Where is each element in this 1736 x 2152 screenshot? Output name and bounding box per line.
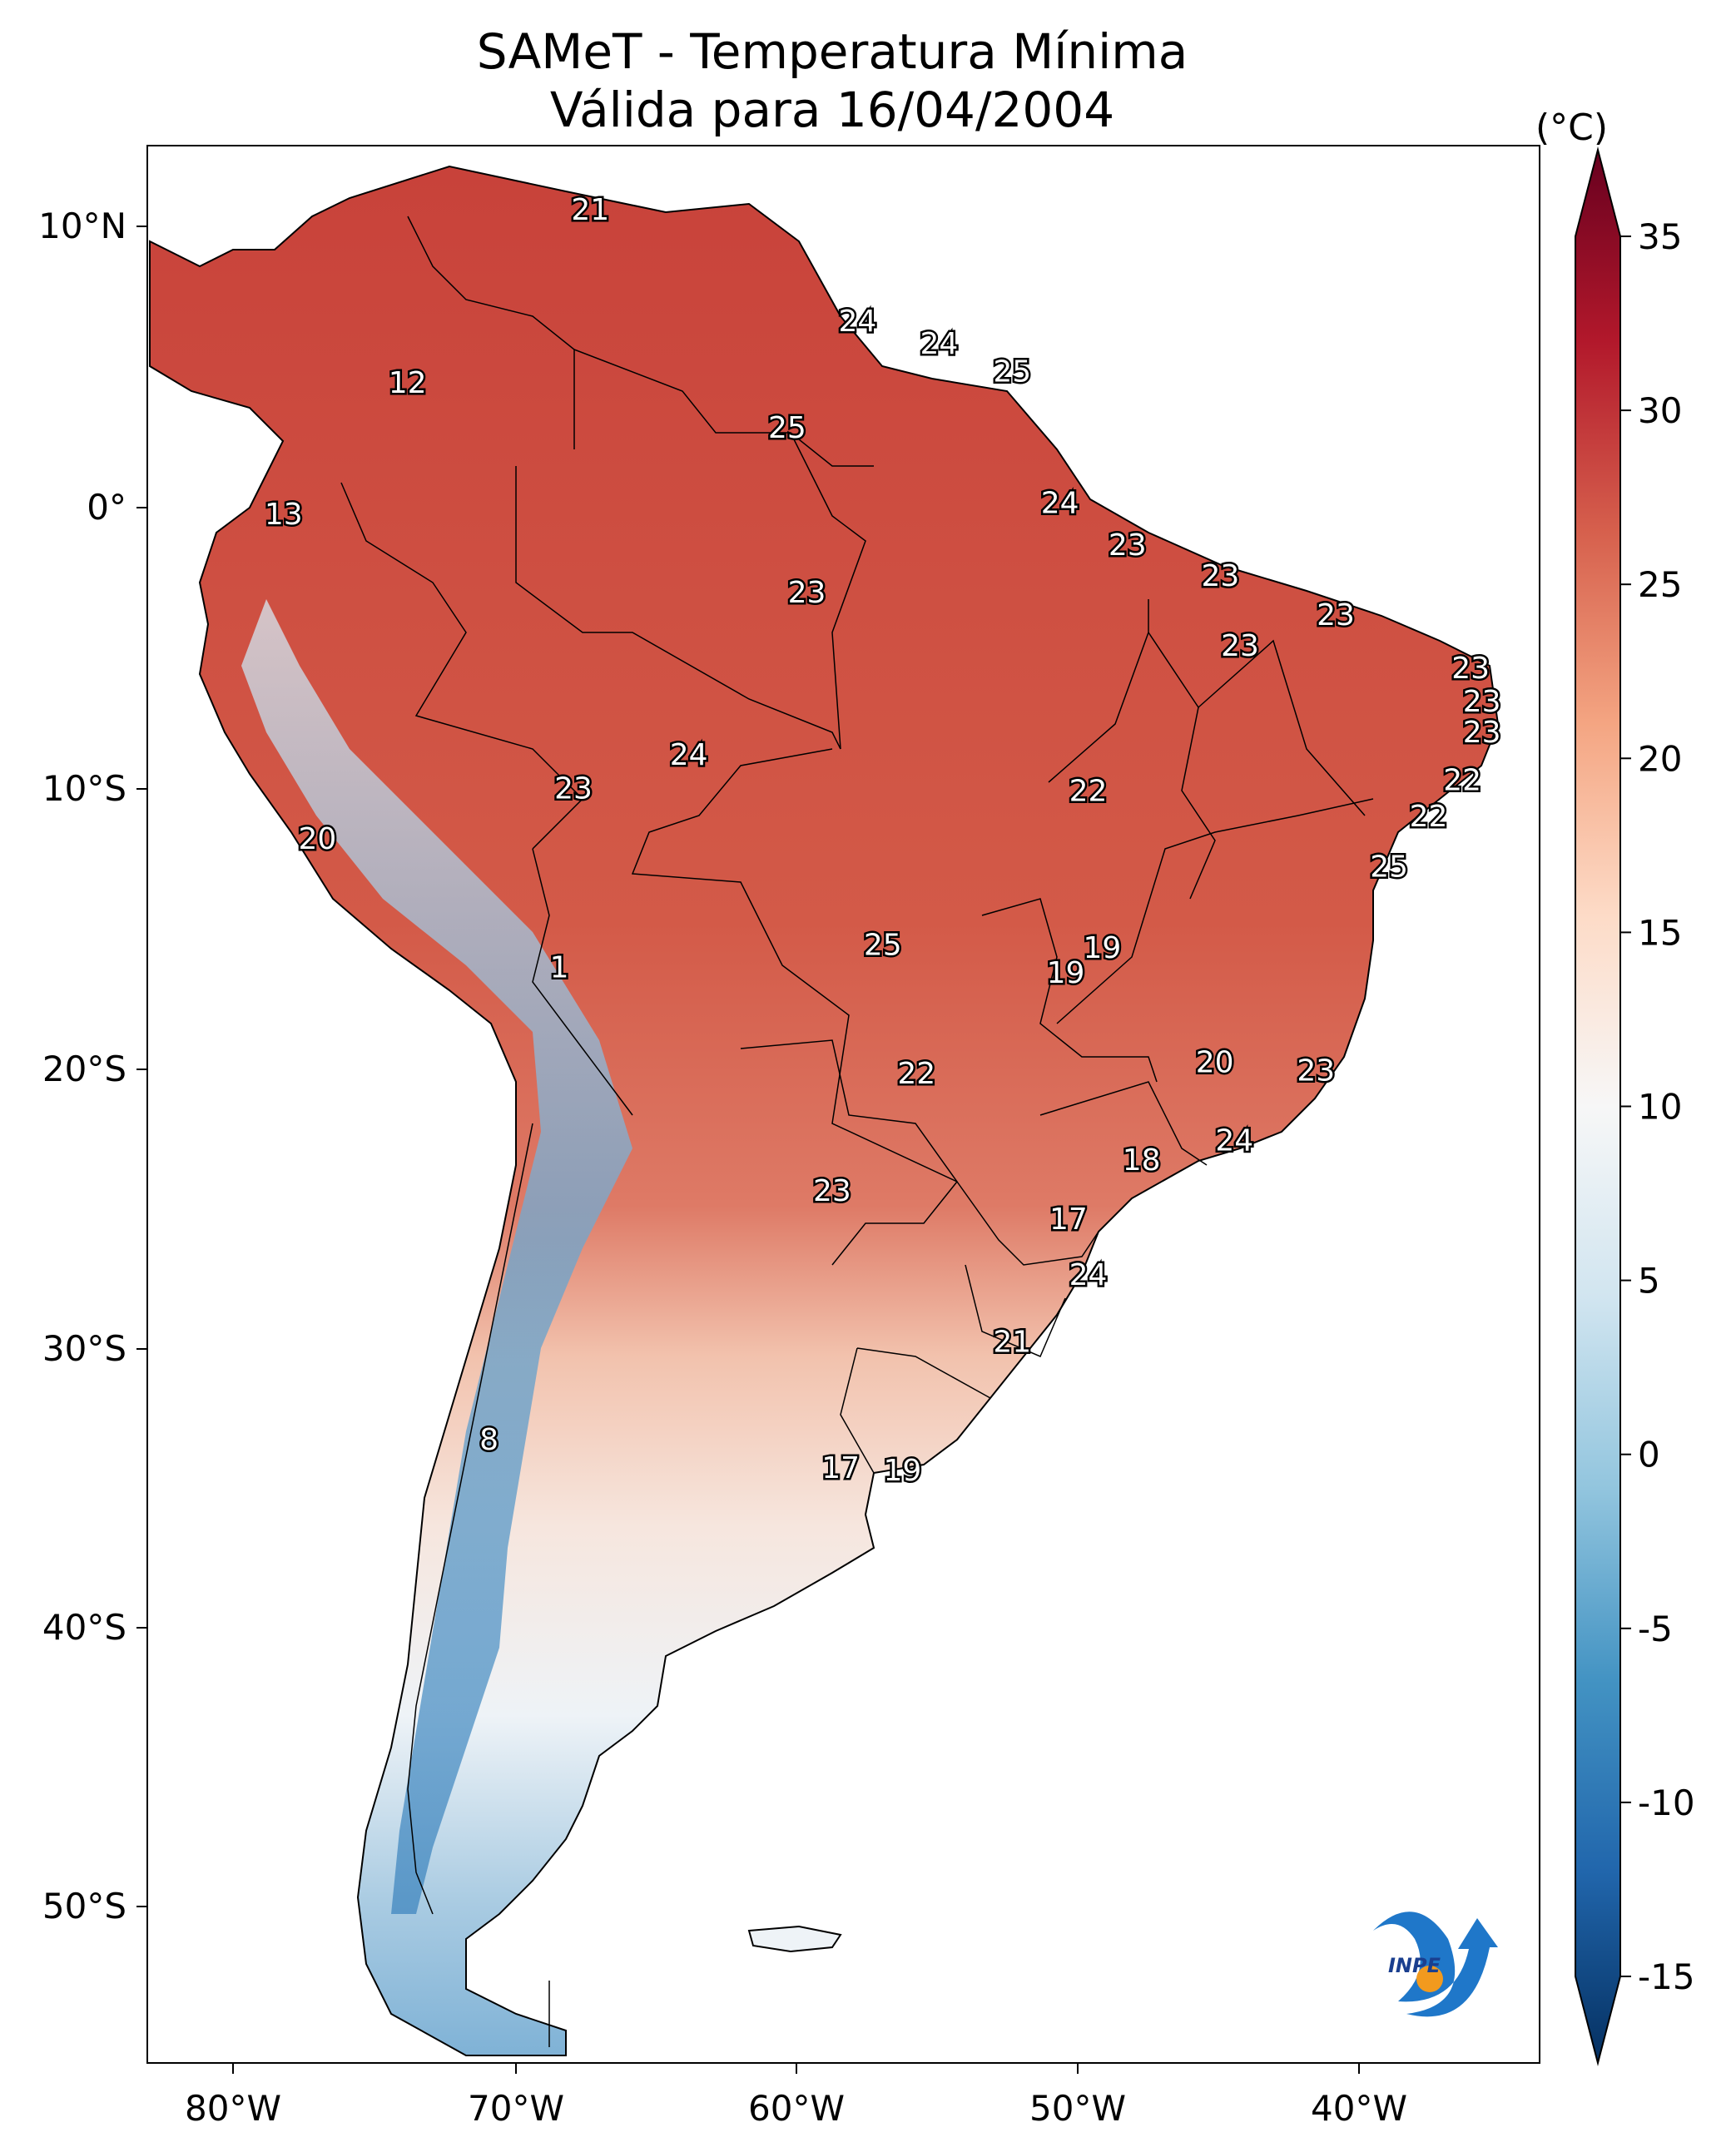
temperature-label: 25 bbox=[993, 355, 1031, 389]
temperature-label: 25 bbox=[1370, 850, 1408, 884]
temperature-label: 19 bbox=[1047, 956, 1085, 990]
temperature-label: 22 bbox=[1443, 763, 1481, 797]
colorbar-tick-label: 20 bbox=[1638, 738, 1682, 779]
temperature-label: 24 bbox=[838, 305, 876, 339]
temperature-label: 23 bbox=[1463, 716, 1501, 750]
longitude-ticks bbox=[232, 2063, 1360, 2074]
colorbar-units: (°C) bbox=[1535, 107, 1609, 149]
temperature-label: 18 bbox=[1123, 1143, 1161, 1178]
temperature-label: 20 bbox=[1196, 1046, 1234, 1080]
lat-label: 30°S bbox=[42, 1328, 126, 1369]
temperature-label: 19 bbox=[1083, 931, 1121, 965]
temperature-label: 23 bbox=[788, 576, 826, 610]
logo-swoosh bbox=[1373, 1912, 1498, 2017]
lon-label: 50°W bbox=[1029, 2088, 1126, 2129]
latitude-ticks bbox=[136, 226, 147, 1907]
temperature-label: 1 bbox=[550, 950, 569, 984]
lat-label: 10°N bbox=[38, 206, 126, 246]
lat-label: 20°S bbox=[42, 1049, 126, 1089]
colorbar-tick-label: -15 bbox=[1638, 1956, 1695, 1997]
lon-label: 40°W bbox=[1311, 2088, 1407, 2129]
temperature-label: 19 bbox=[883, 1454, 921, 1488]
colorbar-tick-label: 25 bbox=[1638, 564, 1682, 605]
temperature-label: 13 bbox=[265, 498, 303, 532]
temperature-label: 23 bbox=[554, 771, 593, 806]
temperature-label: 22 bbox=[897, 1057, 935, 1091]
temperature-label: 22 bbox=[1069, 775, 1108, 809]
colorbar-body bbox=[1575, 146, 1621, 2066]
colorbar-tick-label: 30 bbox=[1638, 390, 1682, 431]
temperature-label: 23 bbox=[1451, 652, 1490, 686]
lon-label: 60°W bbox=[748, 2088, 845, 2129]
lat-label: 10°S bbox=[42, 768, 126, 809]
lon-label: 70°W bbox=[468, 2088, 564, 2129]
temperature-label: 24 bbox=[1069, 1258, 1108, 1292]
temperature-label: 23 bbox=[1317, 598, 1355, 632]
map-title: SAMeT - Temperatura Mínima bbox=[476, 23, 1188, 80]
temperature-label: 12 bbox=[389, 366, 427, 400]
logo-text: INPE bbox=[1388, 1954, 1441, 1977]
lat-label: 0° bbox=[87, 487, 126, 528]
colorbar-tick-label: -10 bbox=[1638, 1783, 1695, 1823]
colorbar-tick-label: 15 bbox=[1638, 912, 1682, 953]
inpe-logo: INPE bbox=[1373, 1912, 1498, 2017]
temperature-label: 8 bbox=[479, 1423, 498, 1457]
temperature-label: 24 bbox=[1041, 487, 1079, 521]
map-subtitle: Válida para 16/04/2004 bbox=[549, 82, 1115, 138]
temperature-label: 24 bbox=[670, 738, 708, 772]
falkland-islands bbox=[747, 1925, 842, 1953]
temperature-label: 21 bbox=[571, 193, 609, 227]
andes-cold-region bbox=[241, 599, 632, 1914]
temperature-label: 25 bbox=[768, 411, 806, 445]
political-borders bbox=[340, 216, 1374, 2047]
temperature-label: 23 bbox=[1297, 1054, 1335, 1088]
colorbar-tick-label: 35 bbox=[1638, 216, 1682, 257]
colorbar-tick-label: -5 bbox=[1638, 1609, 1673, 1649]
lat-label: 50°S bbox=[42, 1886, 126, 1926]
temperature-label: 23 bbox=[1109, 528, 1147, 563]
lat-label: 40°S bbox=[42, 1607, 126, 1648]
temperature-label: 17 bbox=[1049, 1202, 1088, 1237]
colorbar-tick-label: 0 bbox=[1638, 1435, 1660, 1475]
temperature-label: 25 bbox=[864, 929, 902, 963]
temperature-label: 23 bbox=[813, 1174, 851, 1208]
temperature-label: 17 bbox=[821, 1451, 860, 1485]
temperature-label: 23 bbox=[1201, 559, 1239, 593]
temperature-label: 21 bbox=[993, 1326, 1031, 1360]
temperature-label: 24 bbox=[1215, 1124, 1253, 1158]
lon-label: 80°W bbox=[185, 2088, 281, 2129]
colorbar-tick-label: 10 bbox=[1638, 1087, 1682, 1128]
colorbar-tick-label: 5 bbox=[1638, 1261, 1660, 1302]
temperature-label: 23 bbox=[1221, 629, 1259, 663]
temperature-label: 20 bbox=[298, 822, 336, 856]
logo-sun bbox=[1416, 1966, 1443, 1992]
temperature-label: 23 bbox=[1463, 685, 1501, 719]
temperature-label: 22 bbox=[1410, 800, 1448, 834]
colorbar: 35 30 25 20 15 10 5 0 -5 -10 -15 bbox=[1575, 146, 1695, 2066]
temperature-label: 24 bbox=[920, 327, 958, 361]
